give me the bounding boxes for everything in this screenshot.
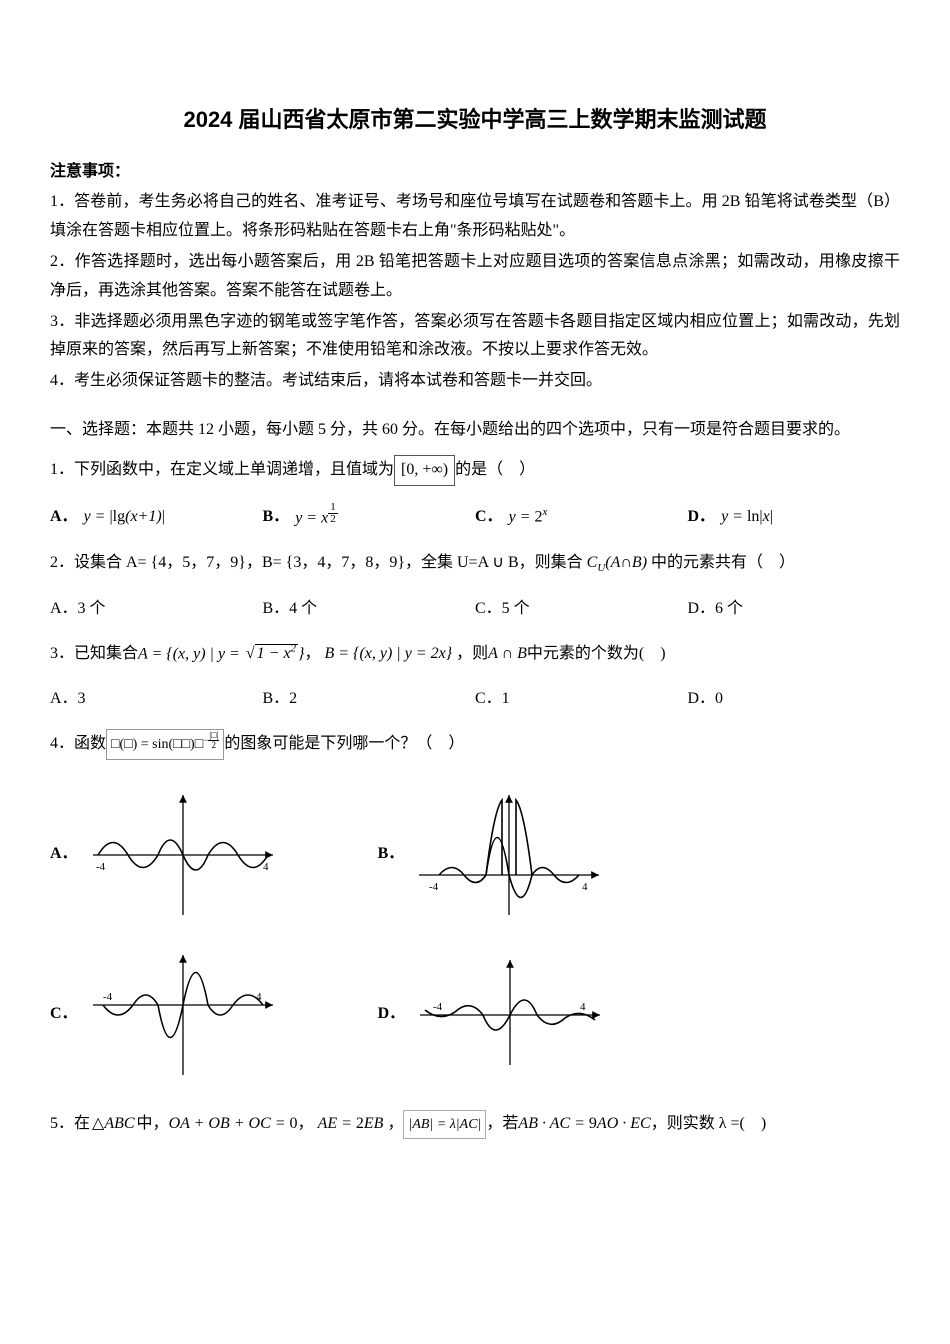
- svg-text:-4: -4: [103, 991, 113, 1003]
- q2-stem-2: 中的元素共有（ ）: [651, 549, 795, 578]
- question-2-options: A．3 个 B．4 个 C．5 个 D．6 个: [50, 595, 900, 624]
- svg-text:4: 4: [580, 1001, 586, 1013]
- q4-label-b: B．: [378, 840, 405, 869]
- q3-opt-c: C．1: [475, 685, 688, 714]
- question-3-options: A．3 B．2 C．1 D．0: [50, 685, 900, 714]
- q3-opt-b: B．2: [263, 685, 476, 714]
- q3-opt-a: A．3: [50, 685, 263, 714]
- q2-opt-d: D．6 个: [688, 595, 901, 624]
- q3-p4: 中元素的个数为( ): [527, 640, 666, 669]
- q4-graph-b: B． -4 4: [378, 790, 605, 920]
- q3-p3: ，则: [456, 640, 488, 669]
- q1-b-label: B．: [263, 503, 290, 532]
- q4-graphs-row-2: C． -4 4 D． -4 4: [50, 950, 900, 1080]
- instructions-heading: 注意事项：: [50, 158, 900, 187]
- q3-p2: ，: [304, 640, 320, 669]
- q3-opt-d: D．0: [688, 685, 901, 714]
- q1-c-label: C．: [475, 503, 503, 532]
- svg-text:-4: -4: [433, 1001, 443, 1013]
- q5-p3: ，若: [486, 1110, 518, 1139]
- q5-c1: ，: [298, 1110, 314, 1139]
- question-4-stem: 4．函数 □(□) = sin(□□)□−|□|2 的图象可能是下列哪一个？（ …: [50, 729, 900, 759]
- q1-a-label: A．: [50, 503, 78, 532]
- q5-p1: 5．在: [50, 1110, 90, 1139]
- q4-label-d: D．: [378, 1000, 406, 1029]
- svg-text:-4: -4: [96, 861, 106, 873]
- q1-a-expr: y = |lg(x+1)|: [84, 503, 165, 532]
- q1-opt-d: D． y = ln|x|: [688, 503, 901, 532]
- q1-prefix: 1．下列函数中，在定义域上单调递增，且值域为: [50, 456, 394, 485]
- q4-graph-a: A． -4 4: [50, 790, 278, 920]
- q3-p1: 3．已知集合: [50, 640, 138, 669]
- question-2-stem: 2．设集合 A= {4，5，7，9}，B= {3，4，7，8，9}，全集 U=A…: [50, 549, 900, 579]
- question-1-options: A． y = |lg(x+1)| B． y = x12 C． y = 2x D．…: [50, 502, 900, 533]
- q5-c2: ，: [387, 1110, 403, 1139]
- q3-inter: A ∩ B: [488, 640, 527, 669]
- q5-eq1: OA + OB + OC = 0: [169, 1110, 298, 1139]
- q5-triangle: △ABC: [92, 1110, 135, 1139]
- q1-suffix: 的是（ ）: [455, 456, 535, 485]
- q5-eq3: |AB| = λ|AC|: [403, 1110, 486, 1139]
- q1-opt-a: A． y = |lg(x+1)|: [50, 503, 263, 532]
- q4-graph-d-svg: -4 4: [415, 950, 605, 1080]
- q4-graphs-row-1: A． -4 4 B． -4 4: [50, 790, 900, 920]
- svg-text:4: 4: [582, 881, 588, 893]
- q2-opt-b: B．4 个: [263, 595, 476, 624]
- q4-prefix: 4．函数: [50, 730, 106, 759]
- q1-opt-c: C． y = 2x: [475, 503, 688, 532]
- instruction-2: 2．作答选择题时，选出每小题答案后，用 2B 铅笔把答题卡上对应题目选项的答案信…: [50, 248, 900, 306]
- instruction-4: 4．考生必须保证答题卡的整洁。考试结束后，请将本试卷和答题卡一并交回。: [50, 367, 900, 396]
- q3-setA: A = {(x, y) | y = 1 − x2}: [138, 640, 304, 669]
- q1-d-label: D．: [688, 503, 716, 532]
- q4-suffix: 的图象可能是下列哪一个？（ ）: [224, 730, 464, 759]
- q1-c-expr: y = 2x: [509, 503, 548, 532]
- question-1-stem: 1．下列函数中，在定义域上单调递增，且值域为 [0, +∞) 的是（ ）: [50, 455, 900, 486]
- q2-opt-c: C．5 个: [475, 595, 688, 624]
- q2-opt-a: A．3 个: [50, 595, 263, 624]
- q4-graph-c: C． -4 4: [50, 950, 278, 1080]
- q4-graph-b-svg: -4 4: [414, 790, 604, 920]
- instruction-1: 1．答卷前，考生务必将自己的姓名、准考证号、考场号和座位号填写在试题卷和答题卡上…: [50, 188, 900, 246]
- question-3-stem: 3．已知集合 A = {(x, y) | y = 1 − x2} ， B = {…: [50, 640, 900, 669]
- q5-eq4: AB · AC = 9AO · EC: [518, 1110, 650, 1139]
- section-1-title: 一、选择题：本题共 12 小题，每小题 5 分，共 60 分。在每小题给出的四个…: [50, 416, 900, 445]
- q5-p2: 中，: [137, 1110, 169, 1139]
- q1-opt-b: B． y = x12: [263, 502, 476, 533]
- svg-text:-4: -4: [429, 881, 439, 893]
- q1-d-expr: y = ln|x|: [721, 503, 773, 532]
- q4-label-a: A．: [50, 840, 78, 869]
- q4-formula-box: □(□) = sin(□□)□−|□|2: [106, 729, 224, 759]
- question-5-stem: 5．在 △ABC 中， OA + OB + OC = 0 ， AE = 2EB …: [50, 1110, 900, 1139]
- q1-b-expr: y = x12: [295, 502, 338, 533]
- instruction-3: 3．非选择题必须用黑色字迹的钢笔或签字笔作答，答案必须写在答题卡各题目指定区域内…: [50, 308, 900, 366]
- q5-p4: ，则实数 λ =( ): [651, 1110, 766, 1139]
- q5-eq2: AE = 2EB: [318, 1110, 384, 1139]
- q4-graph-a-svg: -4 4: [88, 790, 278, 920]
- q2-stem-1: 2．设集合 A= {4，5，7，9}，B= {3，4，7，8，9}，全集 U=A…: [50, 549, 583, 578]
- svg-text:4: 4: [263, 861, 269, 873]
- q4-graph-c-svg: -4 4: [88, 950, 278, 1080]
- q3-setB: B = {(x, y) | y = 2x}: [324, 640, 452, 669]
- q4-graph-d: D． -4 4: [378, 950, 606, 1080]
- page-title: 2024 届山西省太原市第二实验中学高三上数学期末监测试题: [50, 100, 900, 140]
- q4-label-c: C．: [50, 1000, 78, 1029]
- q2-expr: CU(A∩B): [587, 549, 647, 579]
- q1-range: [0, +∞): [394, 455, 455, 486]
